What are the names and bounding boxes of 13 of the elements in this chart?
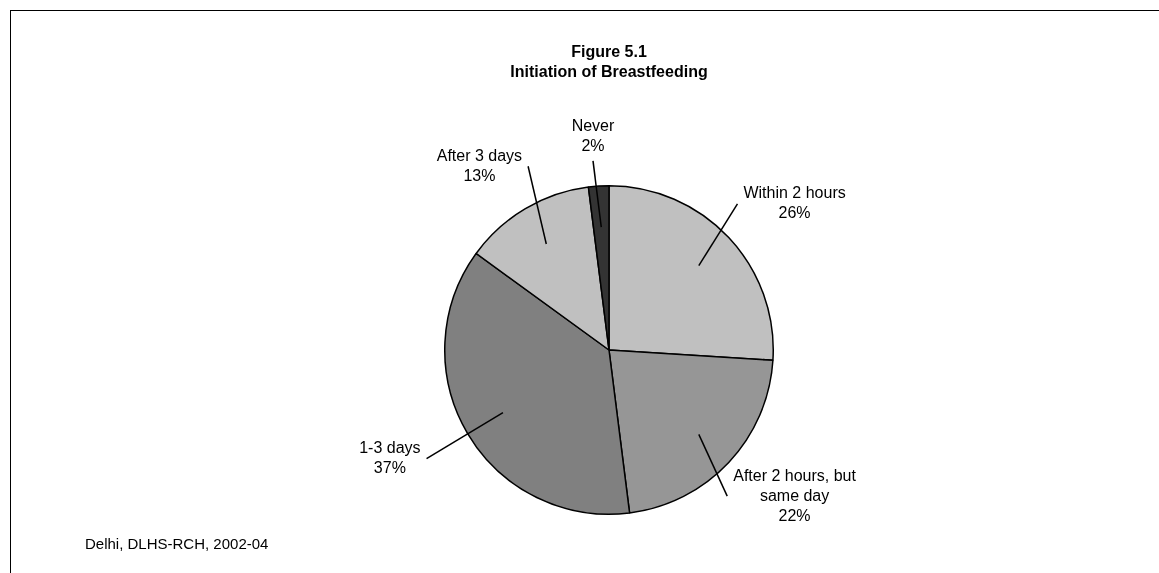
slice-label: After 3 days xyxy=(436,146,523,164)
data-label: 13% xyxy=(463,166,496,184)
slice-label: Never xyxy=(571,117,616,135)
slice-label: 1-3 days xyxy=(359,439,421,457)
slice-label: After 2 hours, but same day xyxy=(733,466,857,504)
data-label: 26% xyxy=(778,204,811,222)
text: Delhi, DLHS-RCH, 2002-04 xyxy=(85,535,269,552)
slice-label: Within 2 hours xyxy=(743,184,846,202)
data-label: 22% xyxy=(778,506,811,524)
data-label: 37% xyxy=(373,459,406,477)
chart-subtitle: Initiation of Breastfeeding xyxy=(509,62,709,82)
chart-title: Figure 5.1 xyxy=(570,42,648,62)
data-label: 2% xyxy=(581,137,605,155)
